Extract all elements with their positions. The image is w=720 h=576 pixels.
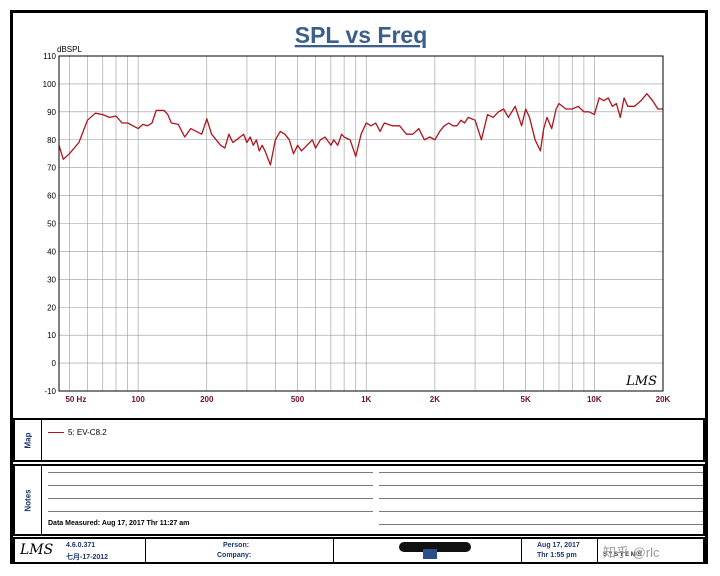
y-tick-label: 30 bbox=[47, 275, 56, 284]
company-label: Company: bbox=[217, 552, 252, 559]
y-tick-label: 100 bbox=[43, 80, 57, 89]
watermark-overlay: 知乎 @rlc bbox=[603, 545, 660, 560]
print-date-text: Aug 17, 2017 bbox=[537, 542, 580, 549]
y-tick-label: 90 bbox=[47, 108, 56, 117]
y-tick-label: 60 bbox=[47, 192, 56, 201]
y-tick-label: 0 bbox=[52, 359, 57, 368]
person-label: Person: bbox=[223, 542, 250, 549]
redacted-logo bbox=[399, 542, 471, 552]
x-tick-label: 500 bbox=[291, 395, 305, 404]
legend-label: 5: EV-C8.2 bbox=[68, 428, 107, 437]
y-tick-label: -10 bbox=[44, 387, 56, 396]
footer-cell-logo: LMS 4.6.0.371 七月-17-2012 bbox=[15, 539, 146, 562]
footer-cell-brand: S Y S T E M S 知乎 @rlc bbox=[597, 539, 703, 562]
x-tick-label: 2K bbox=[430, 395, 440, 404]
x-tick-label: 1K bbox=[361, 395, 371, 404]
footer-cell-logo-block bbox=[333, 539, 522, 562]
x-tick-label: 5K bbox=[521, 395, 531, 404]
legend-entry: 5: EV-C8.2 bbox=[48, 428, 107, 437]
y-tick-label: 10 bbox=[47, 331, 56, 340]
version-text: 4.6.0.371 bbox=[66, 542, 96, 549]
lms-watermark: LMS bbox=[625, 374, 657, 389]
notes-panel: Notes Data Measured: Aug 17, 2017 Thr 11… bbox=[13, 464, 705, 536]
footer-bar: LMS 4.6.0.371 七月-17-2012 Person: Company… bbox=[13, 537, 705, 564]
y-tick-label: 40 bbox=[47, 247, 56, 256]
systems-text: S Y S T E M S bbox=[603, 552, 642, 558]
map-side-label: Map bbox=[15, 420, 42, 460]
legend-swatch bbox=[48, 432, 64, 433]
y-tick-label: 70 bbox=[47, 164, 56, 173]
note-line bbox=[379, 511, 703, 512]
note-line bbox=[379, 524, 703, 525]
note-line bbox=[48, 498, 373, 499]
map-panel: Map 5: EV-C8.2 bbox=[13, 418, 705, 462]
y-tick-label: 110 bbox=[43, 52, 56, 61]
y-tick-label: 20 bbox=[47, 303, 56, 312]
y-axis-label: dBSPL bbox=[57, 45, 82, 54]
x-tick-label: 200 bbox=[200, 395, 214, 404]
x-tick-label: 10K bbox=[587, 395, 602, 404]
note-line bbox=[48, 511, 373, 512]
note-line bbox=[379, 498, 703, 499]
data-measured-text: Data Measured: Aug 17, 2017 Thr 11:27 am bbox=[48, 520, 190, 527]
note-line bbox=[379, 472, 703, 473]
notes-label: Notes bbox=[23, 488, 33, 512]
redacted-logo-mark bbox=[423, 549, 437, 559]
lms-logo: LMS bbox=[20, 542, 54, 558]
spl-frequency-chart: SPL vs Freq -10 0 10 20 30 40 50 60 70 80 90 100 110d… bbox=[43, 22, 671, 404]
note-line bbox=[48, 485, 373, 486]
footer-cell-date: Aug 17, 2017 Thr 1:55 pm bbox=[521, 539, 598, 562]
note-line bbox=[379, 485, 703, 486]
y-tick-label: 50 bbox=[47, 220, 56, 229]
note-line bbox=[48, 472, 373, 473]
series-line bbox=[58, 93, 663, 166]
build-date-text: 七月-17-2012 bbox=[66, 554, 109, 561]
x-tick-label: 50 Hz bbox=[65, 395, 86, 404]
print-time-text: Thr 1:55 pm bbox=[537, 552, 577, 559]
footer-cell-person: Person: Company: bbox=[145, 539, 334, 562]
map-label: Map bbox=[23, 432, 33, 448]
plot-border bbox=[58, 55, 664, 392]
x-tick-label: 20K bbox=[656, 395, 671, 404]
y-tick-label: 80 bbox=[47, 136, 56, 145]
chart-title: SPL vs Freq bbox=[295, 22, 428, 48]
notes-side-label: Notes bbox=[15, 466, 42, 534]
x-tick-label: 100 bbox=[131, 395, 145, 404]
